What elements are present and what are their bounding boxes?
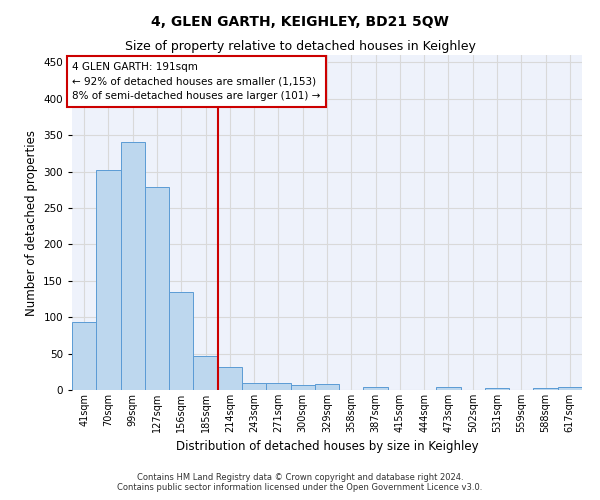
Bar <box>242 382 266 390</box>
Bar <box>290 385 315 390</box>
Bar <box>558 387 582 390</box>
Y-axis label: Number of detached properties: Number of detached properties <box>25 130 38 316</box>
Bar <box>266 382 290 390</box>
Bar <box>218 368 242 390</box>
Text: 4 GLEN GARTH: 191sqm
← 92% of detached houses are smaller (1,153)
8% of semi-det: 4 GLEN GARTH: 191sqm ← 92% of detached h… <box>72 62 320 102</box>
Bar <box>364 387 388 390</box>
X-axis label: Distribution of detached houses by size in Keighley: Distribution of detached houses by size … <box>176 440 478 454</box>
Bar <box>96 170 121 390</box>
Bar <box>169 292 193 390</box>
Bar <box>485 388 509 390</box>
Bar <box>533 388 558 390</box>
Bar <box>436 387 461 390</box>
Text: Contains HM Land Registry data © Crown copyright and database right 2024.
Contai: Contains HM Land Registry data © Crown c… <box>118 473 482 492</box>
Text: Size of property relative to detached houses in Keighley: Size of property relative to detached ho… <box>125 40 475 53</box>
Bar <box>145 187 169 390</box>
Bar <box>72 322 96 390</box>
Bar <box>121 142 145 390</box>
Text: 4, GLEN GARTH, KEIGHLEY, BD21 5QW: 4, GLEN GARTH, KEIGHLEY, BD21 5QW <box>151 15 449 29</box>
Bar <box>315 384 339 390</box>
Bar <box>193 356 218 390</box>
